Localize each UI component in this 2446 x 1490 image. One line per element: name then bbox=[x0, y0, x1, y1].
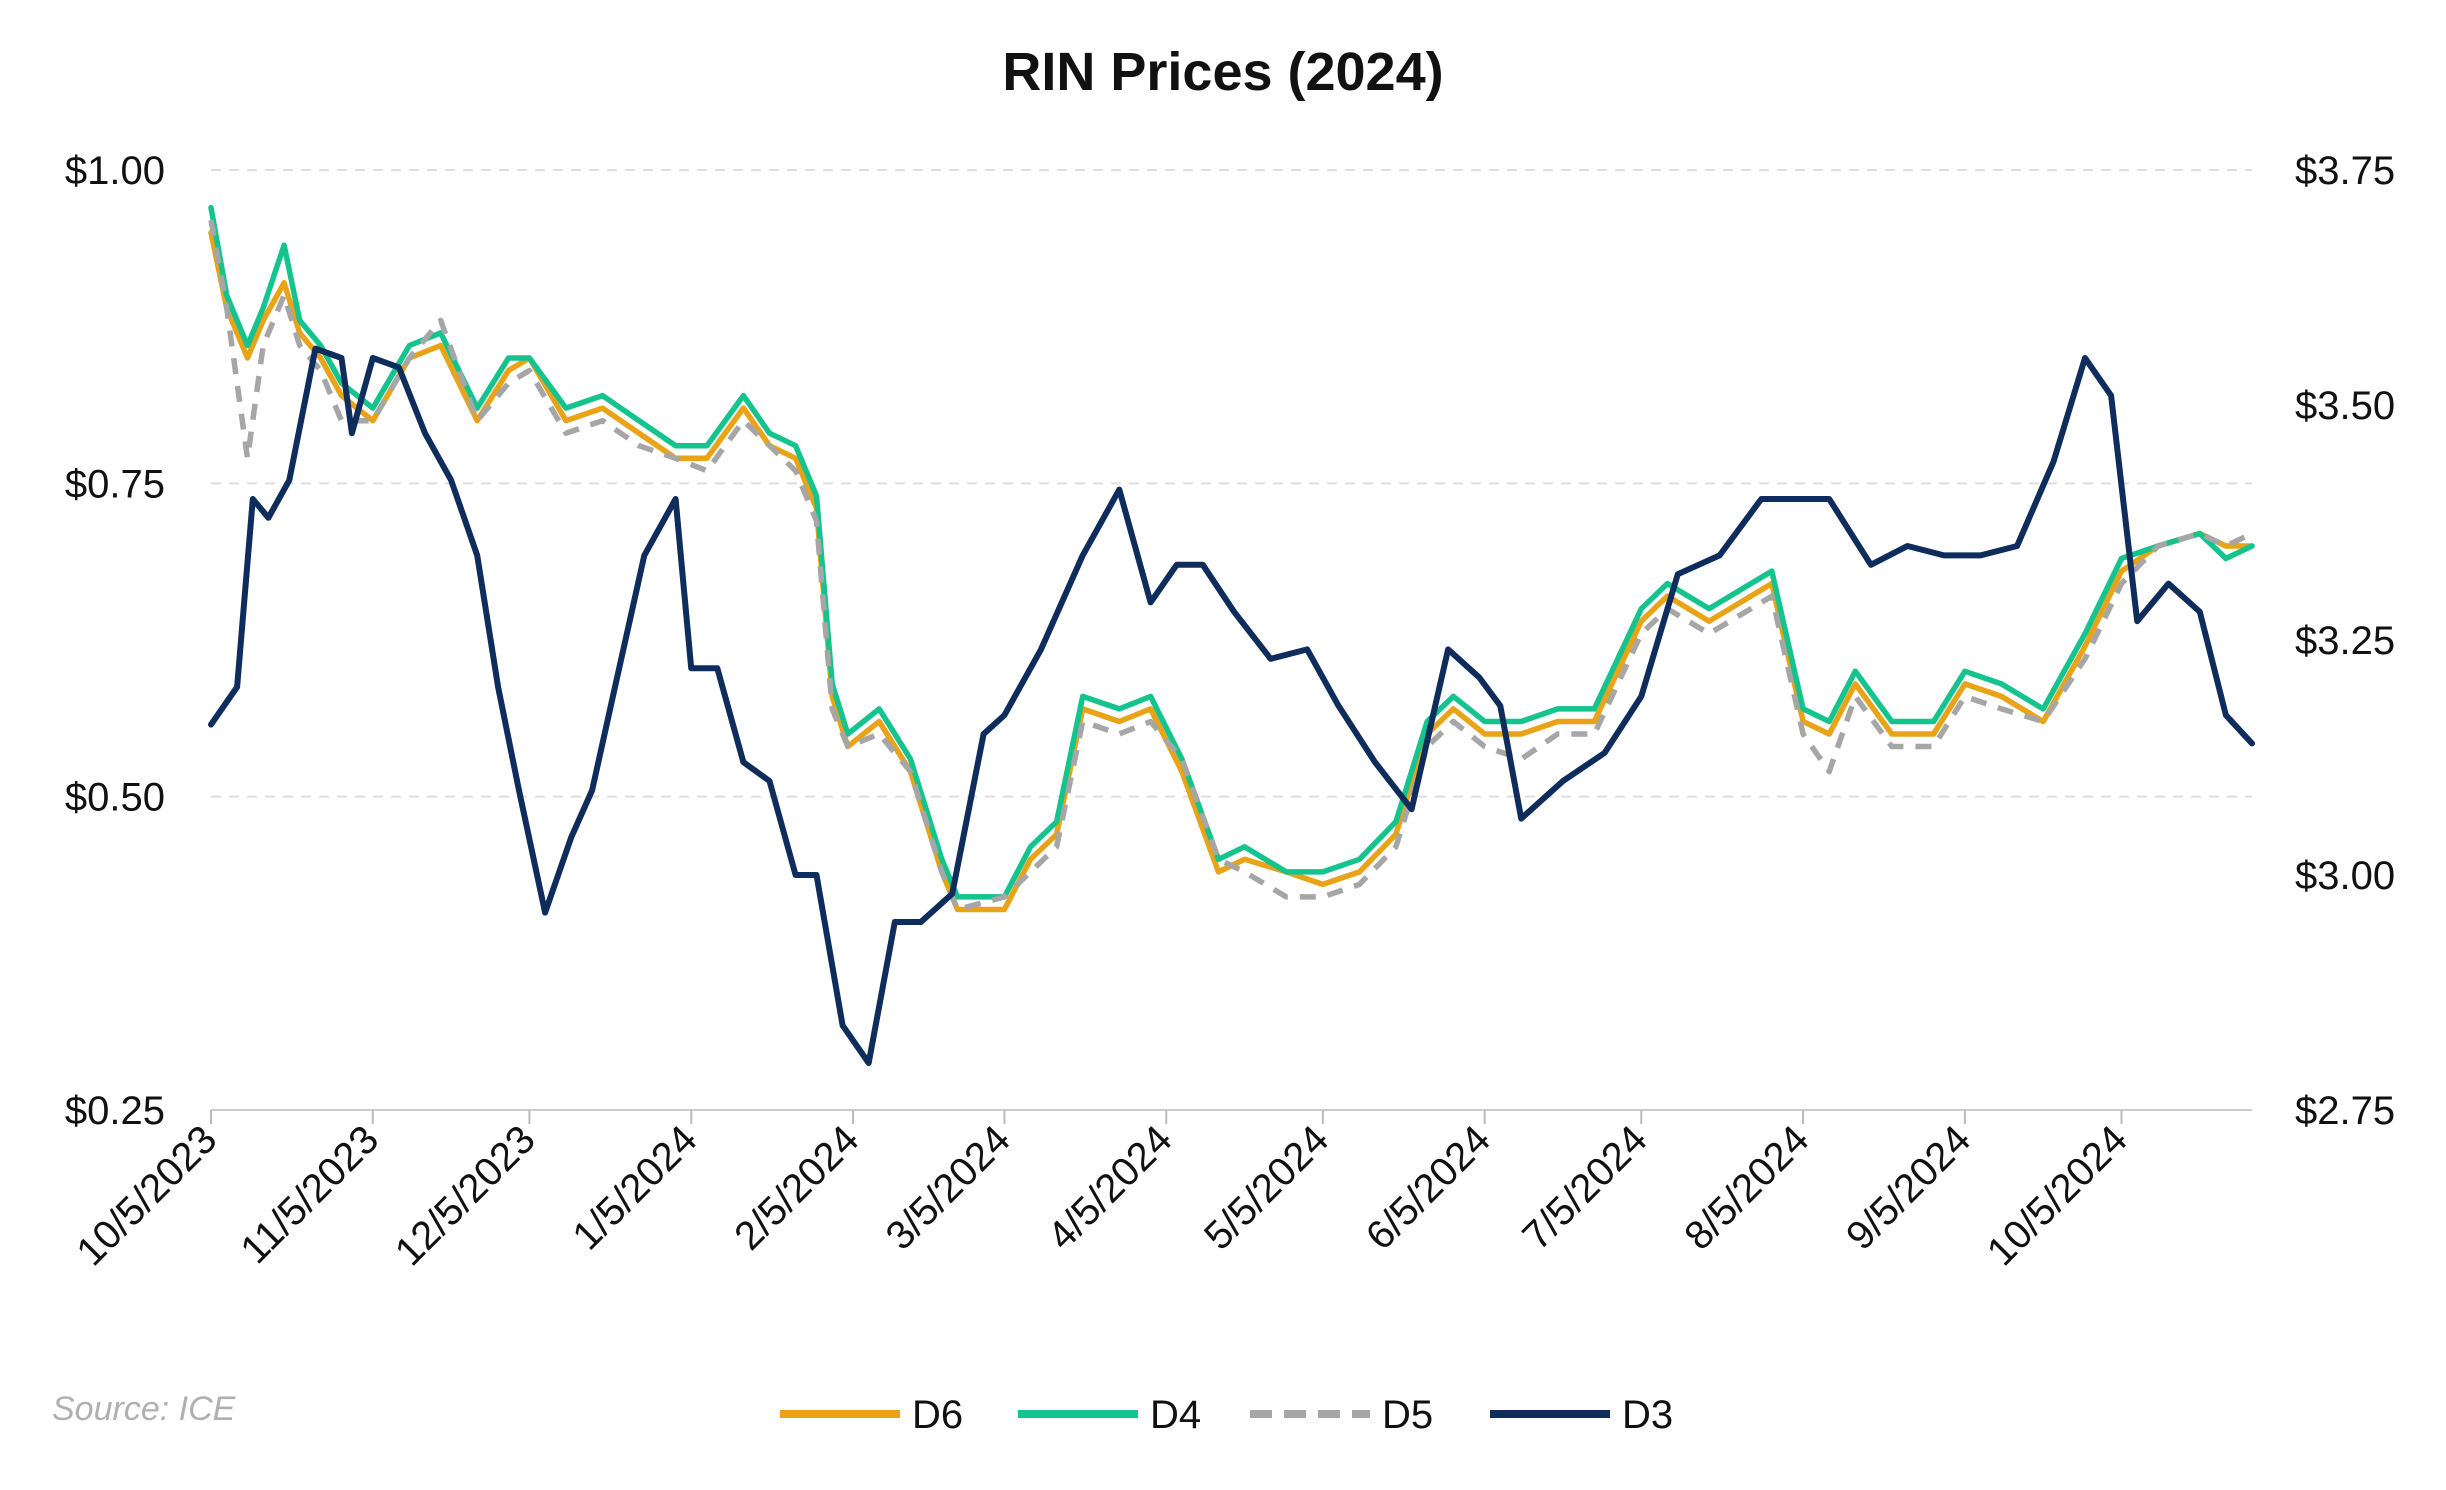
legend-label-d6: D6 bbox=[912, 1393, 963, 1437]
legend-label-d4: D4 bbox=[1150, 1393, 1201, 1437]
gridlines bbox=[211, 169, 2252, 798]
series-line-d4 bbox=[208, 204, 2255, 900]
x-tick-label: 10/5/2023 bbox=[68, 1117, 225, 1274]
legend: D6 D4 D5 D3 bbox=[780, 1393, 1673, 1437]
x-tick-label: 8/5/2024 bbox=[1676, 1117, 1817, 1258]
y-right-tick-label: $2.75 bbox=[2295, 1089, 2395, 1133]
series-line-d3 bbox=[208, 345, 2255, 1066]
y-left-tick-label: $0.25 bbox=[65, 1089, 165, 1133]
y-right-tick-label: $3.00 bbox=[2295, 854, 2395, 898]
source-note: Source: ICE bbox=[52, 1390, 236, 1428]
y-left-tick-label: $0.75 bbox=[65, 462, 165, 506]
series-line-d6 bbox=[208, 229, 2255, 913]
legend-label-d5: D5 bbox=[1382, 1393, 1433, 1437]
y-left-tick-label: $1.00 bbox=[65, 149, 165, 193]
x-tick-label: 2/5/2024 bbox=[726, 1117, 867, 1258]
legend-label-d3: D3 bbox=[1622, 1393, 1673, 1437]
x-tick-label: 9/5/2024 bbox=[1838, 1117, 1979, 1258]
y-right-tick-label: $3.75 bbox=[2295, 149, 2395, 193]
series-line-d5 bbox=[208, 219, 2254, 913]
x-tick-label: 5/5/2024 bbox=[1196, 1117, 1337, 1258]
y-right-tick-label: $3.25 bbox=[2295, 619, 2395, 663]
x-tick-label: 6/5/2024 bbox=[1358, 1117, 1499, 1258]
y-right-tick-label: $3.50 bbox=[2295, 384, 2395, 428]
series-lines bbox=[208, 204, 2255, 1066]
x-tick-label: 12/5/2023 bbox=[387, 1117, 544, 1274]
x-tick-label: 7/5/2024 bbox=[1514, 1117, 1655, 1258]
chart-title: RIN Prices (2024) bbox=[1002, 42, 1443, 102]
x-tick-label: 3/5/2024 bbox=[878, 1117, 1019, 1258]
x-tick-label: 11/5/2023 bbox=[232, 1117, 387, 1272]
y-left-tick-label: $0.50 bbox=[65, 776, 165, 820]
x-tick-label: 4/5/2024 bbox=[1039, 1117, 1180, 1258]
x-tick-label: 1/5/2024 bbox=[564, 1117, 705, 1258]
x-tick-label: 10/5/2024 bbox=[1979, 1117, 2136, 1274]
